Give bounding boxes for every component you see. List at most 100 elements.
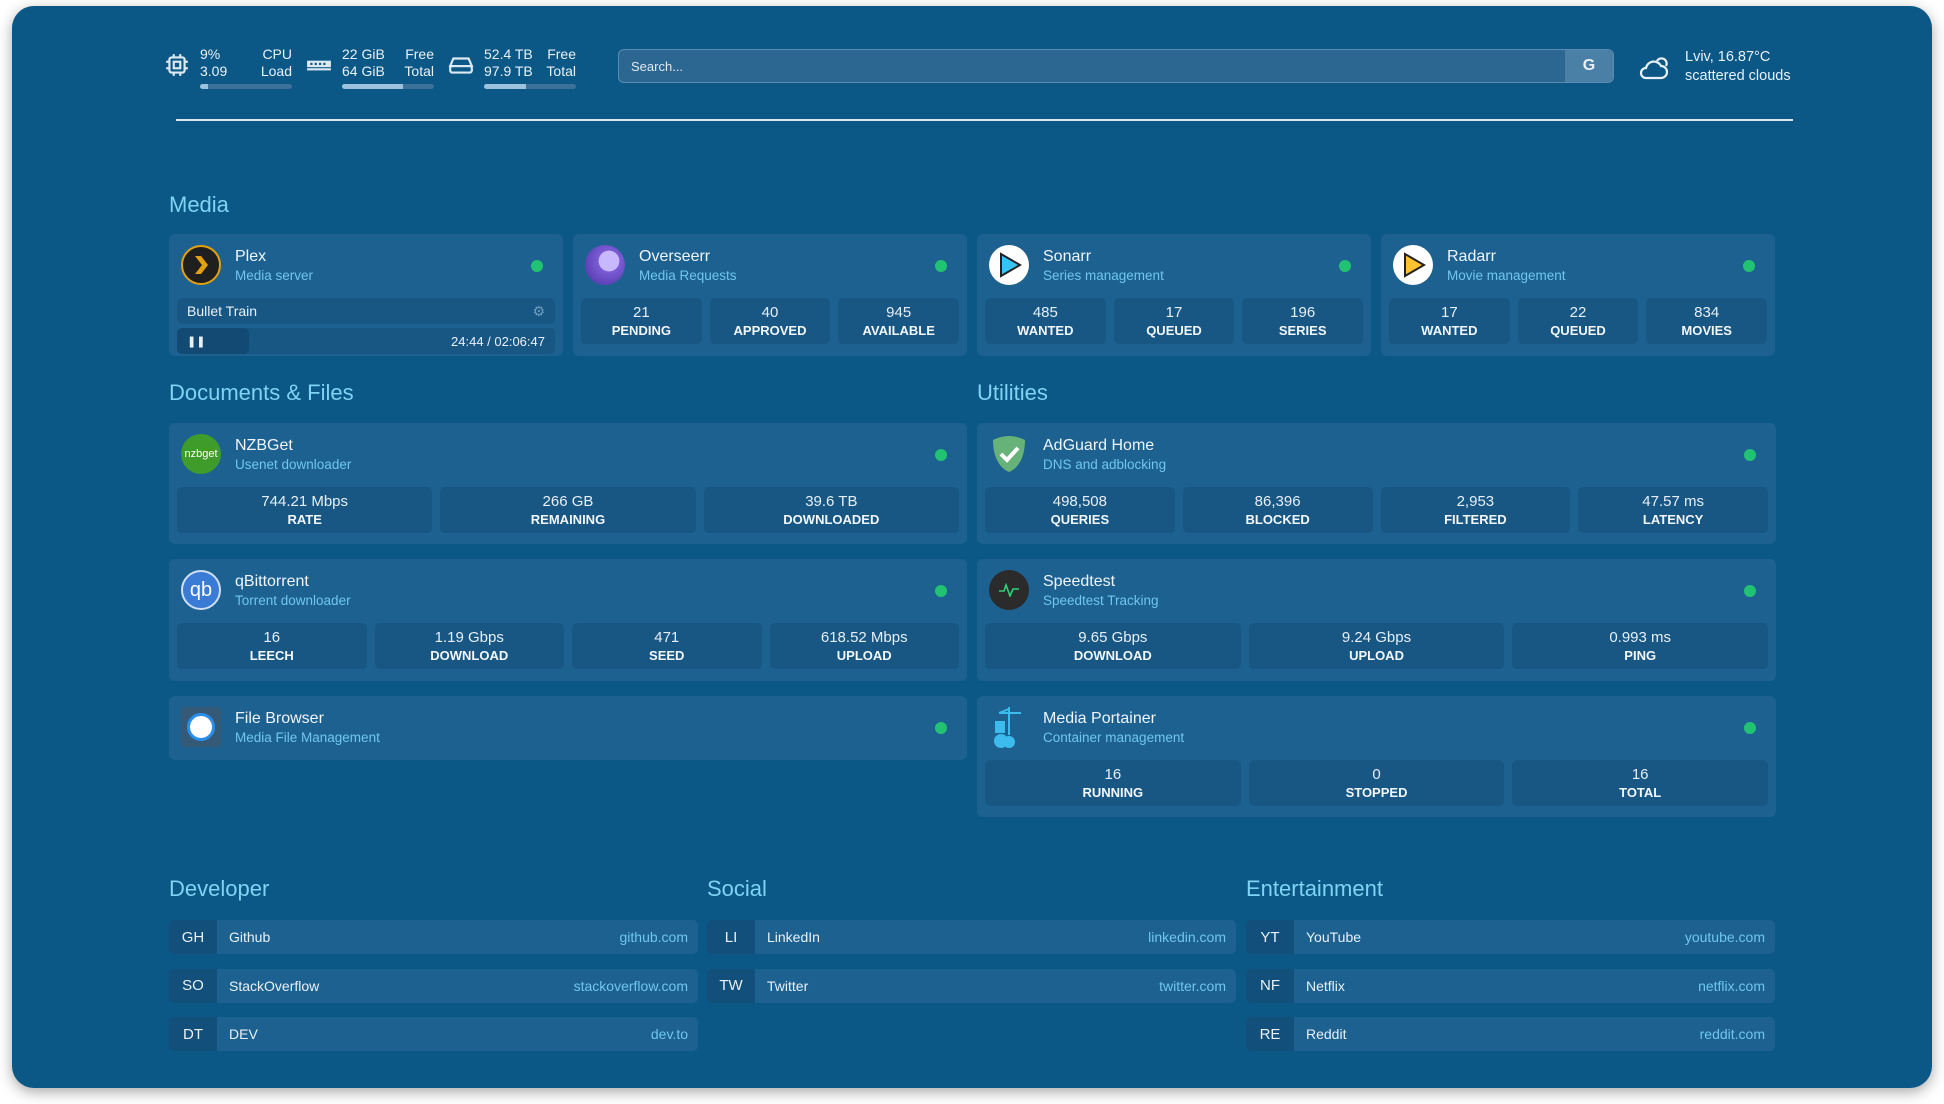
bookmark-linkedin[interactable]: LI LinkedIn linkedin.com bbox=[707, 920, 1236, 954]
bookmark-youtube[interactable]: YT YouTube youtube.com bbox=[1246, 920, 1775, 954]
stat-value: 9.65 Gbps bbox=[1078, 629, 1148, 646]
service-name: Overseerr bbox=[639, 247, 711, 265]
stat-block: 86,396 BLOCKED bbox=[1182, 487, 1373, 533]
stat-value: 1.19 Gbps bbox=[434, 629, 504, 646]
stat-value: 39.6 TB bbox=[805, 493, 858, 510]
bookmark-name: LinkedIn bbox=[767, 929, 820, 945]
service-card-plex[interactable]: Plex Media server Bullet Train ⚙ ❚❚ 24:44 / … bbox=[169, 234, 563, 356]
stat-block: 266 GB REMAINING bbox=[440, 487, 696, 533]
service-name: Media Portainer bbox=[1043, 709, 1156, 727]
dashboard: 9% CPU 3.09 Load 22 GiB Free 64 GiB Total 52… bbox=[12, 6, 1932, 1088]
service-card-overseerr[interactable]: Overseerr Media Requests 21 PENDING 40 APPROV… bbox=[573, 234, 967, 356]
stat-value: 17 bbox=[1165, 304, 1183, 321]
stat-label: DOWNLOAD bbox=[1073, 648, 1152, 663]
bookmark-netflix[interactable]: NF Netflix netflix.com bbox=[1246, 968, 1775, 1003]
service-card-speedtest[interactable]: Speedtest Speedtest Tracking 9.65 Gbps DOWN… bbox=[977, 559, 1776, 681]
stat-block: 744.21 Mbps RATE bbox=[177, 487, 433, 533]
stat-value: 47.57 ms bbox=[1642, 493, 1704, 510]
service-card-adguard-home[interactable]: AdGuard Home DNS and adblocking 498,508 QUE… bbox=[977, 423, 1776, 544]
stat-block: 834 MOVIES bbox=[1646, 298, 1768, 344]
stat-label: TOTAL bbox=[1619, 785, 1662, 800]
bookmark-abbr: SO bbox=[169, 968, 217, 1003]
bookmark-reddit[interactable]: RE Reddit reddit.com bbox=[1246, 1017, 1775, 1051]
section-title-documents: Documents & Files bbox=[169, 380, 354, 405]
service-card-media-portainer[interactable]: Media Portainer Container management 16 RUN… bbox=[977, 696, 1776, 817]
service-name: Sonarr bbox=[1043, 247, 1092, 265]
service-card-file-browser[interactable]: File Browser Media File Management bbox=[169, 696, 967, 760]
hard-drive-icon bbox=[448, 57, 474, 74]
bookmark-name: StackOverflow bbox=[229, 977, 320, 994]
stat-label: LEECH bbox=[249, 648, 294, 663]
free-label: Free bbox=[547, 46, 576, 62]
service-card-nzbget[interactable]: nzbget NZBGet Usenet downloader 744.21 Mbps… bbox=[169, 423, 967, 544]
search-input[interactable] bbox=[619, 50, 1565, 82]
stat-label: REMAINING bbox=[530, 512, 606, 527]
stat-label: LATENCY bbox=[1642, 512, 1704, 527]
bookmark-github[interactable]: GH Github github.com bbox=[169, 920, 698, 954]
bookmark-dev[interactable]: DT DEV dev.to bbox=[169, 1017, 698, 1051]
stat-value: 0 bbox=[1372, 766, 1381, 783]
stat-value: 196 bbox=[1290, 304, 1316, 321]
stat-value: 86,396 bbox=[1254, 493, 1301, 510]
overseerr-icon bbox=[585, 245, 625, 285]
stats-row: 485 WANTED 17 QUEUED 196 SERIES bbox=[985, 298, 1364, 344]
pause-icon[interactable]: ❚❚ bbox=[187, 335, 206, 348]
stats-row: 9.65 Gbps DOWNLOAD 9.24 Gbps UPLOAD 0.993 ms… bbox=[985, 623, 1769, 669]
stat-label: STOPPED bbox=[1345, 785, 1408, 800]
stat-value: 618.52 Mbps bbox=[820, 629, 908, 646]
radarr-icon bbox=[1393, 245, 1433, 285]
status-indicator bbox=[935, 260, 947, 272]
stat-label: UPLOAD bbox=[1349, 648, 1404, 663]
service-card-sonarr[interactable]: Sonarr Series management 485 WANTED 17 QUEUED… bbox=[977, 234, 1371, 356]
stats-row: 17 WANTED 22 QUEUED 834 MOVIES bbox=[1389, 298, 1768, 344]
stat-label: BLOCKED bbox=[1245, 512, 1310, 527]
stat-value: 498,508 bbox=[1052, 493, 1107, 510]
stat-value: 16 bbox=[1104, 766, 1122, 783]
section-title-developer: Developer bbox=[169, 876, 270, 901]
stat-block: 39.6 TB DOWNLOADED bbox=[703, 487, 959, 533]
stat-label: RATE bbox=[287, 512, 322, 527]
search-provider-button[interactable]: G bbox=[1565, 50, 1613, 82]
stat-block: 618.52 Mbps UPLOAD bbox=[769, 623, 959, 669]
bookmark-name: Github bbox=[229, 929, 271, 945]
stat-block: 9.24 Gbps UPLOAD bbox=[1248, 623, 1505, 669]
service-description: Torrent downloader bbox=[235, 592, 351, 608]
stat-label: WANTED bbox=[1421, 323, 1478, 338]
card-header: nzbget NZBGet Usenet downloader bbox=[177, 431, 959, 477]
stat-value: 834 bbox=[1694, 304, 1720, 321]
stat-block: 9.65 Gbps DOWNLOAD bbox=[985, 623, 1241, 669]
bookmark-name: DEV bbox=[229, 1026, 258, 1042]
playback-time: 24:44 / 02:06:47 bbox=[451, 333, 545, 349]
card-header: Overseerr Media Requests bbox=[581, 242, 959, 288]
stat-label: QUERIES bbox=[1050, 512, 1110, 527]
stats-row: 16 RUNNING 0 STOPPED 16 TOTAL bbox=[985, 760, 1769, 806]
cpu-bar bbox=[200, 84, 292, 89]
stat-label: FILTERED bbox=[1444, 512, 1507, 527]
bookmark-twitter[interactable]: TW Twitter twitter.com bbox=[707, 968, 1236, 1003]
service-description: Media Requests bbox=[639, 267, 737, 283]
service-name: Plex bbox=[235, 247, 267, 265]
stat-label: DOWNLOADED bbox=[783, 512, 880, 527]
stat-label: AVAILABLE bbox=[862, 323, 935, 338]
status-indicator bbox=[1744, 449, 1756, 461]
bookmark-stackoverflow[interactable]: SO StackOverflow stackoverflow.com bbox=[169, 968, 698, 1003]
bookmark-url: github.com bbox=[619, 929, 688, 945]
service-card-radarr[interactable]: Radarr Movie management 17 WANTED 22 QUEUED 83… bbox=[1381, 234, 1775, 356]
stat-block: 40 APPROVED bbox=[709, 298, 831, 344]
service-card-qbittorrent[interactable]: qb qBittorrent Torrent downloader 16 LEECH 1.… bbox=[169, 559, 967, 681]
stat-label: RUNNING bbox=[1082, 785, 1144, 800]
cpu-label: CPU bbox=[262, 46, 292, 62]
speedtest-icon bbox=[989, 570, 1029, 610]
now-playing-row: Bullet Train ⚙ bbox=[177, 298, 555, 324]
stat-value: 9.24 Gbps bbox=[1341, 629, 1412, 646]
settings-icon[interactable]: ⚙ bbox=[532, 302, 545, 319]
portainer-icon bbox=[989, 707, 1029, 748]
bookmark-url: dev.to bbox=[650, 1026, 688, 1042]
stat-value: 2,953 bbox=[1456, 493, 1495, 510]
cpu-icon bbox=[166, 54, 188, 76]
memory-widget: 22 GiB Free 64 GiB Total bbox=[306, 46, 434, 89]
now-playing-title: Bullet Train bbox=[187, 303, 258, 319]
service-name: Speedtest bbox=[1043, 572, 1116, 590]
disk-free: 52.4 TB bbox=[484, 46, 533, 62]
status-indicator bbox=[531, 260, 543, 272]
